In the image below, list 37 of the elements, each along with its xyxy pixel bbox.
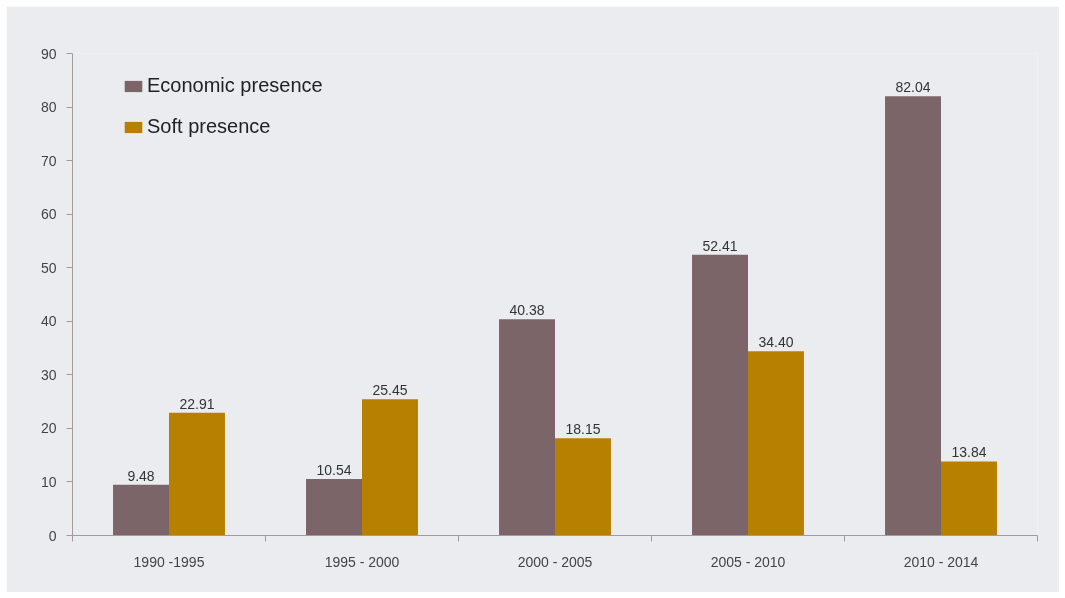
- x-tick-label: 1990 -1995: [133, 553, 205, 570]
- data-label: 82.04: [895, 79, 931, 96]
- data-label: 18.15: [565, 421, 601, 438]
- data-label: 34.40: [758, 334, 794, 351]
- bar: [499, 319, 555, 536]
- data-label: 22.91: [179, 395, 215, 412]
- data-label: 52.41: [702, 237, 738, 254]
- y-tick-label: 20: [40, 420, 57, 437]
- y-tick-label: 60: [40, 206, 57, 223]
- bar: [169, 412, 225, 536]
- legend-label: Economic presence: [147, 74, 323, 97]
- bar: [941, 461, 997, 536]
- data-label: 40.38: [509, 302, 545, 319]
- bar: [113, 484, 169, 536]
- y-tick-label: 10: [40, 473, 57, 490]
- bar: [306, 479, 362, 536]
- x-tick-label: 2000 - 2005: [517, 553, 593, 570]
- bar: [692, 254, 748, 536]
- data-label: 13.84: [951, 444, 987, 461]
- x-tick-label: 2005 - 2010: [710, 553, 786, 570]
- data-label: 10.54: [316, 462, 352, 479]
- y-tick-label: 80: [40, 99, 57, 116]
- y-tick-label: 0: [48, 527, 57, 544]
- y-tick-label: 30: [40, 366, 57, 383]
- y-tick-label: 40: [40, 313, 57, 330]
- y-tick-label: 90: [40, 45, 57, 62]
- data-label: 25.45: [372, 382, 408, 399]
- y-tick-label: 70: [40, 152, 57, 169]
- x-tick-label: 2010 - 2014: [903, 553, 979, 570]
- data-label: 9.48: [127, 467, 155, 484]
- x-tick-label: 1995 - 2000: [324, 553, 400, 570]
- bar: [748, 351, 804, 536]
- bar: [362, 399, 418, 536]
- y-tick-label: 50: [40, 259, 57, 276]
- bar: [555, 438, 611, 536]
- legend-label: Soft presence: [147, 115, 271, 138]
- bar: [885, 96, 941, 536]
